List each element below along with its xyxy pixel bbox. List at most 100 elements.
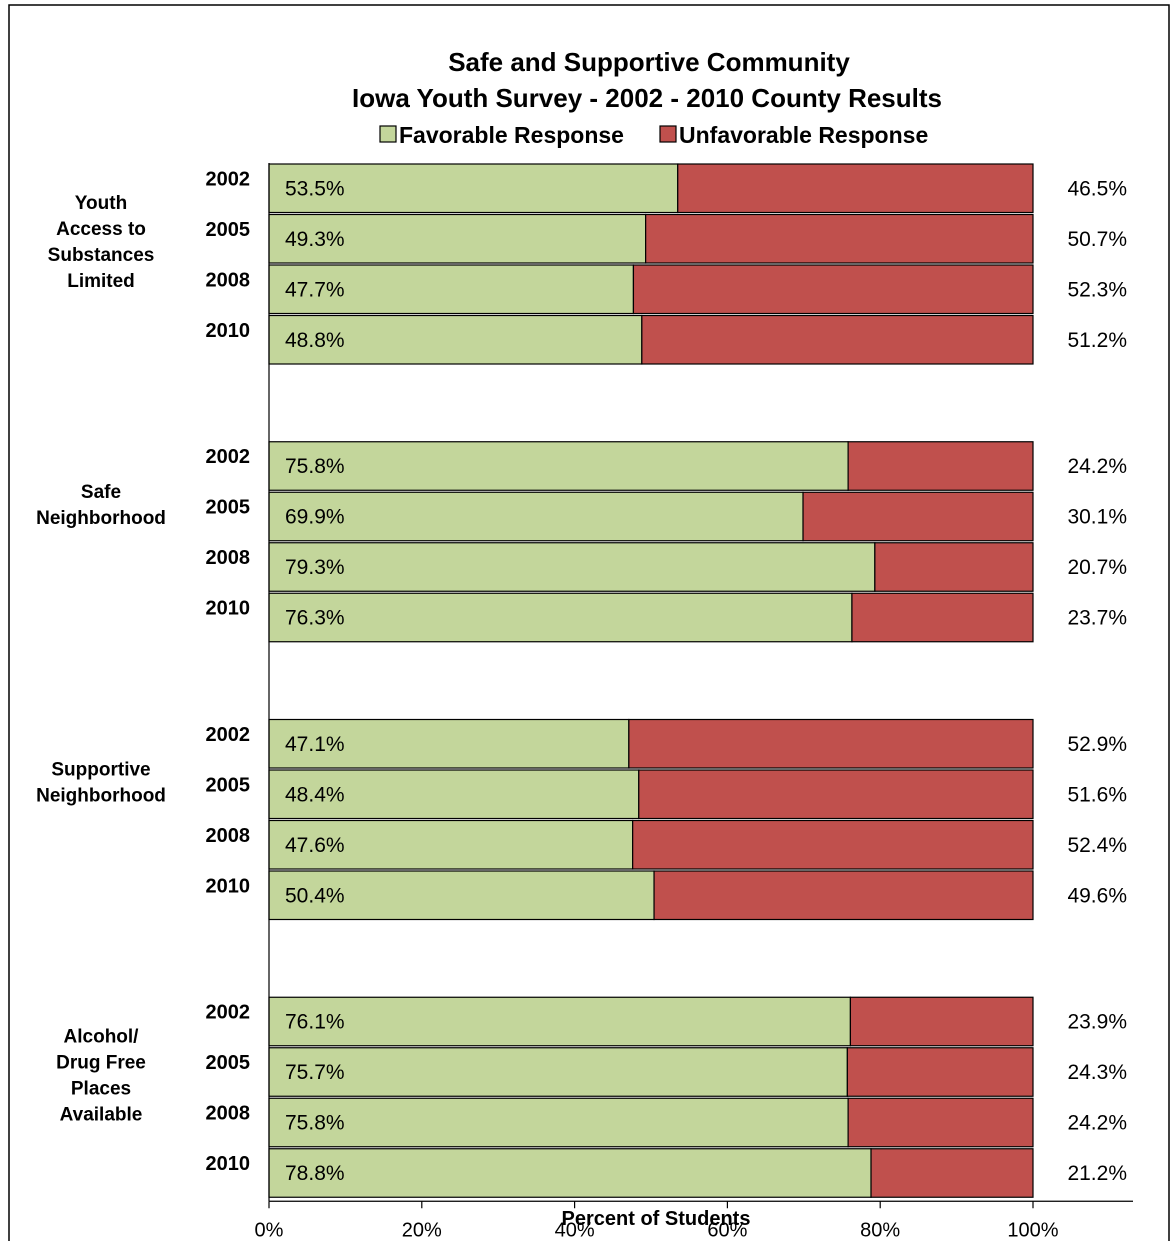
data-label-unfavorable: 51.6%	[1067, 783, 1127, 806]
year-label: 2002	[206, 724, 251, 746]
data-label-favorable: 75.7%	[285, 1061, 345, 1084]
group-label: Safe	[81, 482, 121, 503]
bar-favorable	[268, 592, 853, 643]
year-label: 2005	[206, 1052, 251, 1074]
x-tick-label: 20%	[402, 1219, 442, 1241]
bar-unfavorable	[846, 1047, 1034, 1097]
data-label-unfavorable: 49.6%	[1067, 884, 1127, 907]
bar-unfavorable	[849, 996, 1034, 1047]
data-label-unfavorable: 23.9%	[1067, 1011, 1127, 1034]
data-label-unfavorable: 24.2%	[1067, 1112, 1127, 1135]
group-label: Substances	[48, 245, 155, 266]
bar-unfavorable	[638, 769, 1034, 820]
data-label-unfavorable: 24.3%	[1067, 1061, 1127, 1084]
bar-favorable	[268, 819, 634, 870]
legend-swatch-favorable	[379, 125, 397, 143]
data-label-favorable: 47.1%	[285, 733, 345, 756]
year-label: 2008	[206, 269, 251, 291]
data-label-unfavorable: 30.1%	[1067, 506, 1127, 529]
bar-unfavorable	[847, 441, 1034, 491]
bar-unfavorable	[870, 1148, 1034, 1198]
data-label-favorable: 47.6%	[285, 834, 345, 857]
bar-unfavorable	[653, 870, 1034, 921]
x-axis-title: Percent of Students	[562, 1208, 751, 1230]
x-tick-label: 60%	[707, 1219, 747, 1241]
data-label-favorable: 76.1%	[285, 1011, 345, 1034]
year-label: 2005	[206, 219, 251, 241]
bar-unfavorable	[632, 819, 1034, 870]
data-label-favorable: 53.5%	[285, 177, 345, 200]
bar-favorable	[268, 1097, 849, 1148]
bar-favorable	[268, 542, 876, 592]
chart-title: Safe and Supportive Community	[448, 47, 850, 77]
bar-unfavorable	[677, 163, 1034, 214]
year-label: 2002	[206, 446, 251, 468]
legend: Favorable Response Unfavorable Response	[379, 122, 928, 148]
bar-favorable	[268, 870, 655, 921]
chart-subtitle: Iowa Youth Survey - 2002 - 2010 County R…	[352, 83, 942, 113]
group-label: Places	[71, 1078, 131, 1099]
bar-group-2: Safe Neighborhood 2002 75.8% 24.2% 2005 69.9% 3…	[36, 441, 1127, 643]
legend-label-unfavorable: Unfavorable Response	[679, 122, 928, 148]
bar-favorable	[268, 491, 804, 542]
year-label: 2005	[206, 774, 251, 796]
year-label: 2002	[206, 168, 251, 190]
group-label: Limited	[67, 271, 135, 292]
bar-favorable	[268, 718, 630, 769]
data-label-unfavorable: 24.2%	[1067, 455, 1127, 478]
bar-unfavorable	[847, 1097, 1034, 1148]
group-label: Neighborhood	[36, 508, 166, 529]
plot-area: Youth Access to Substances Limited 2002 53.5%…	[36, 163, 1133, 1241]
group-label: Supportive	[51, 760, 150, 781]
group-label: Alcohol/	[64, 1026, 140, 1047]
group-label: Youth	[75, 193, 127, 214]
data-label-unfavorable: 52.4%	[1067, 834, 1127, 857]
data-label-unfavorable: 46.5%	[1067, 177, 1127, 200]
data-label-favorable: 76.3%	[285, 607, 345, 630]
data-label-unfavorable: 50.7%	[1067, 228, 1127, 251]
group-label: Drug Free	[56, 1052, 146, 1073]
year-label: 2010	[206, 1153, 251, 1175]
bar-unfavorable	[645, 213, 1034, 264]
bar-favorable	[268, 1047, 848, 1097]
bar-unfavorable	[802, 491, 1034, 542]
data-label-favorable: 47.7%	[285, 278, 345, 301]
data-label-favorable: 79.3%	[285, 556, 345, 579]
bar-favorable	[268, 996, 852, 1047]
year-label: 2010	[206, 875, 251, 897]
bar-favorable	[268, 1148, 872, 1198]
group-label: Available	[60, 1104, 143, 1125]
data-label-unfavorable: 52.9%	[1067, 733, 1127, 756]
data-label-favorable: 78.8%	[285, 1162, 345, 1185]
bar-favorable	[268, 163, 679, 214]
data-label-unfavorable: 52.3%	[1067, 278, 1127, 301]
bar-favorable	[268, 264, 635, 315]
x-tick-label: 80%	[860, 1219, 900, 1241]
data-label-favorable: 48.8%	[285, 329, 345, 352]
legend-label-favorable: Favorable Response	[399, 122, 624, 148]
x-tick-label: 0%	[255, 1219, 284, 1241]
bar-favorable	[268, 314, 643, 365]
data-label-favorable: 69.9%	[285, 506, 345, 529]
legend-swatch-unfavorable	[659, 125, 677, 143]
data-label-unfavorable: 51.2%	[1067, 329, 1127, 352]
bar-group-3: Supportive Neighborhood 2002 47.1% 52.9% 2005…	[36, 718, 1127, 921]
group-label: Neighborhood	[36, 786, 166, 807]
data-label-favorable: 48.4%	[285, 783, 345, 806]
data-label-unfavorable: 20.7%	[1067, 556, 1127, 579]
bar-favorable	[268, 213, 647, 264]
x-tick-label: 100%	[1007, 1219, 1058, 1241]
bar-unfavorable	[628, 718, 1034, 769]
bar-group-1: Youth Access to Substances Limited 2002 53.5%…	[48, 163, 1127, 365]
data-label-unfavorable: 21.2%	[1067, 1162, 1127, 1185]
bar-unfavorable	[874, 542, 1034, 592]
x-tick-label: 40%	[555, 1219, 595, 1241]
data-label-favorable: 75.8%	[285, 455, 345, 478]
year-label: 2008	[206, 1103, 251, 1125]
year-label: 2002	[206, 1002, 251, 1024]
data-label-favorable: 75.8%	[285, 1112, 345, 1135]
bar-unfavorable	[641, 314, 1034, 365]
bar-group-4: Alcohol/Drug Free Places Available 2002 76.1…	[56, 996, 1127, 1198]
